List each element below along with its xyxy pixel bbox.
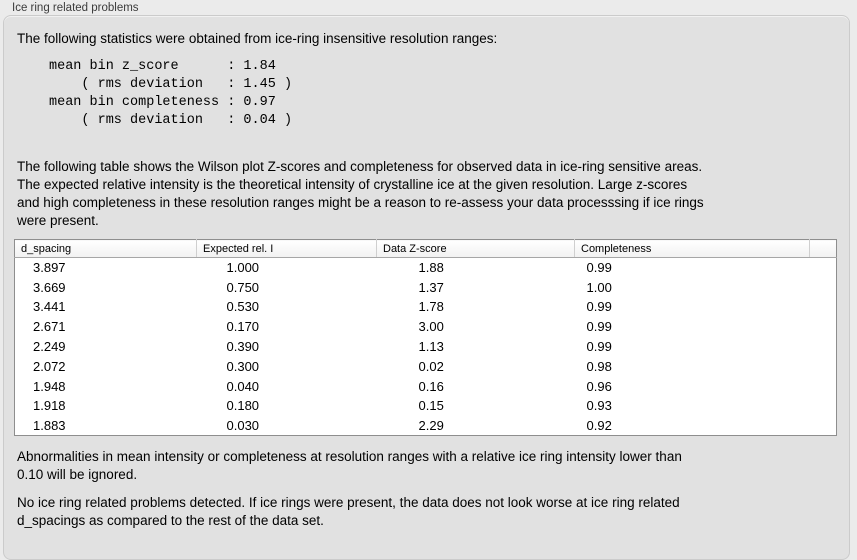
- table-row[interactable]: 1.948 0.040 0.16 0.96: [15, 376, 837, 396]
- table-cell: 0.750: [226, 279, 260, 295]
- table-row[interactable]: 2.072 0.300 0.02 0.98: [15, 356, 837, 376]
- table-cell: 2.29: [418, 418, 444, 434]
- table-row[interactable]: 2.671 0.170 3.00 0.99: [15, 317, 837, 337]
- column-header-completeness[interactable]: Completeness: [574, 239, 810, 258]
- table-cell: 0.15: [418, 398, 444, 414]
- ice-ring-table[interactable]: d_spacing Expected rel. I Data Z-score Comp…: [14, 239, 837, 437]
- table-cell: 0.99: [586, 339, 612, 355]
- table-cell: 3.669: [33, 279, 66, 295]
- ice-ring-panel: The following statistics were obtained f…: [3, 15, 850, 560]
- table-cell: 3.897: [33, 260, 66, 276]
- table-cell: 0.99: [586, 260, 612, 276]
- table-cell-spacer: [810, 396, 837, 416]
- table-cell: 0.99: [586, 319, 612, 335]
- table-cell: 0.02: [418, 358, 444, 374]
- table-cell: 2.671: [33, 319, 66, 335]
- table-cell: 0.96: [586, 378, 612, 394]
- table-cell: 1.948: [33, 378, 66, 394]
- table-cell-spacer: [810, 297, 837, 317]
- table-cell: 0.530: [226, 299, 260, 315]
- column-header-d-spacing[interactable]: d_spacing: [14, 239, 197, 258]
- table-cell: 1.37: [418, 279, 444, 295]
- table-cell-spacer: [810, 337, 837, 357]
- table-cell: 0.93: [586, 398, 612, 414]
- table-body: 3.897 1.000 1.88 0.99 3.669 0.750 1.37 1.00 3.44…: [15, 258, 837, 436]
- table-cell: 1.13: [418, 339, 444, 355]
- table-cell-spacer: [810, 356, 837, 376]
- table-cell: 1.883: [33, 418, 66, 434]
- table-cell: 0.16: [418, 378, 444, 394]
- table-cell: 2.249: [33, 339, 66, 355]
- table-cell: 0.92: [586, 418, 612, 434]
- table-cell: 0.180: [226, 398, 260, 414]
- table-cell: 3.00: [418, 319, 444, 335]
- table-row[interactable]: 3.441 0.530 1.78 0.99: [15, 297, 837, 317]
- table-cell: 1.00: [586, 279, 612, 295]
- table-cell: 1.918: [33, 398, 66, 414]
- stats-intro-text: The following statistics were obtained f…: [17, 31, 498, 46]
- table-cell: 0.99: [586, 299, 612, 315]
- table-row[interactable]: 3.897 1.000 1.88 0.99: [15, 258, 837, 278]
- table-row[interactable]: 2.249 0.390 1.13 0.99: [15, 337, 837, 357]
- ignore-note-text: Abnormalities in mean intensity or compl…: [17, 449, 682, 483]
- table-cell: 0.300: [226, 358, 260, 374]
- conclusion-text: No ice ring related problems detected. I…: [17, 495, 680, 529]
- table-cell: 0.390: [226, 339, 260, 355]
- section-title: Ice ring related problems: [12, 2, 139, 14]
- table-cell: 0.040: [226, 378, 260, 394]
- table-header-row: d_spacing Expected rel. I Data Z-score Comp…: [14, 239, 837, 258]
- stats-block: mean bin z_score : 1.84 ( rms deviation …: [49, 59, 293, 128]
- table-cell-spacer: [810, 416, 837, 436]
- table-cell: 2.072: [33, 358, 66, 374]
- column-header-spacer: [809, 239, 837, 258]
- table-row[interactable]: 1.918 0.180 0.15 0.93: [15, 396, 837, 416]
- table-description: The following table shows the Wilson plo…: [17, 159, 704, 228]
- table-cell: 1.78: [418, 299, 444, 315]
- table-cell: 0.170: [226, 319, 260, 335]
- column-header-expected-rel-i[interactable]: Expected rel. I: [196, 239, 377, 258]
- table-cell: 0.98: [586, 358, 612, 374]
- table-row[interactable]: 3.669 0.750 1.37 1.00: [15, 277, 837, 297]
- table-cell: 3.441: [33, 299, 66, 315]
- table-cell: 1.000: [226, 260, 260, 276]
- column-header-data-z-score[interactable]: Data Z-score: [376, 239, 575, 258]
- table-cell-spacer: [810, 277, 837, 297]
- table-row[interactable]: 1.883 0.030 2.29 0.92: [15, 416, 837, 436]
- table-cell: 0.030: [226, 418, 260, 434]
- table-cell-spacer: [810, 317, 837, 337]
- table-cell: 1.88: [418, 260, 444, 276]
- table-cell-spacer: [810, 376, 837, 396]
- ice-ring-table-container: d_spacing Expected rel. I Data Z-score Comp…: [14, 239, 837, 437]
- table-cell-spacer: [810, 258, 837, 278]
